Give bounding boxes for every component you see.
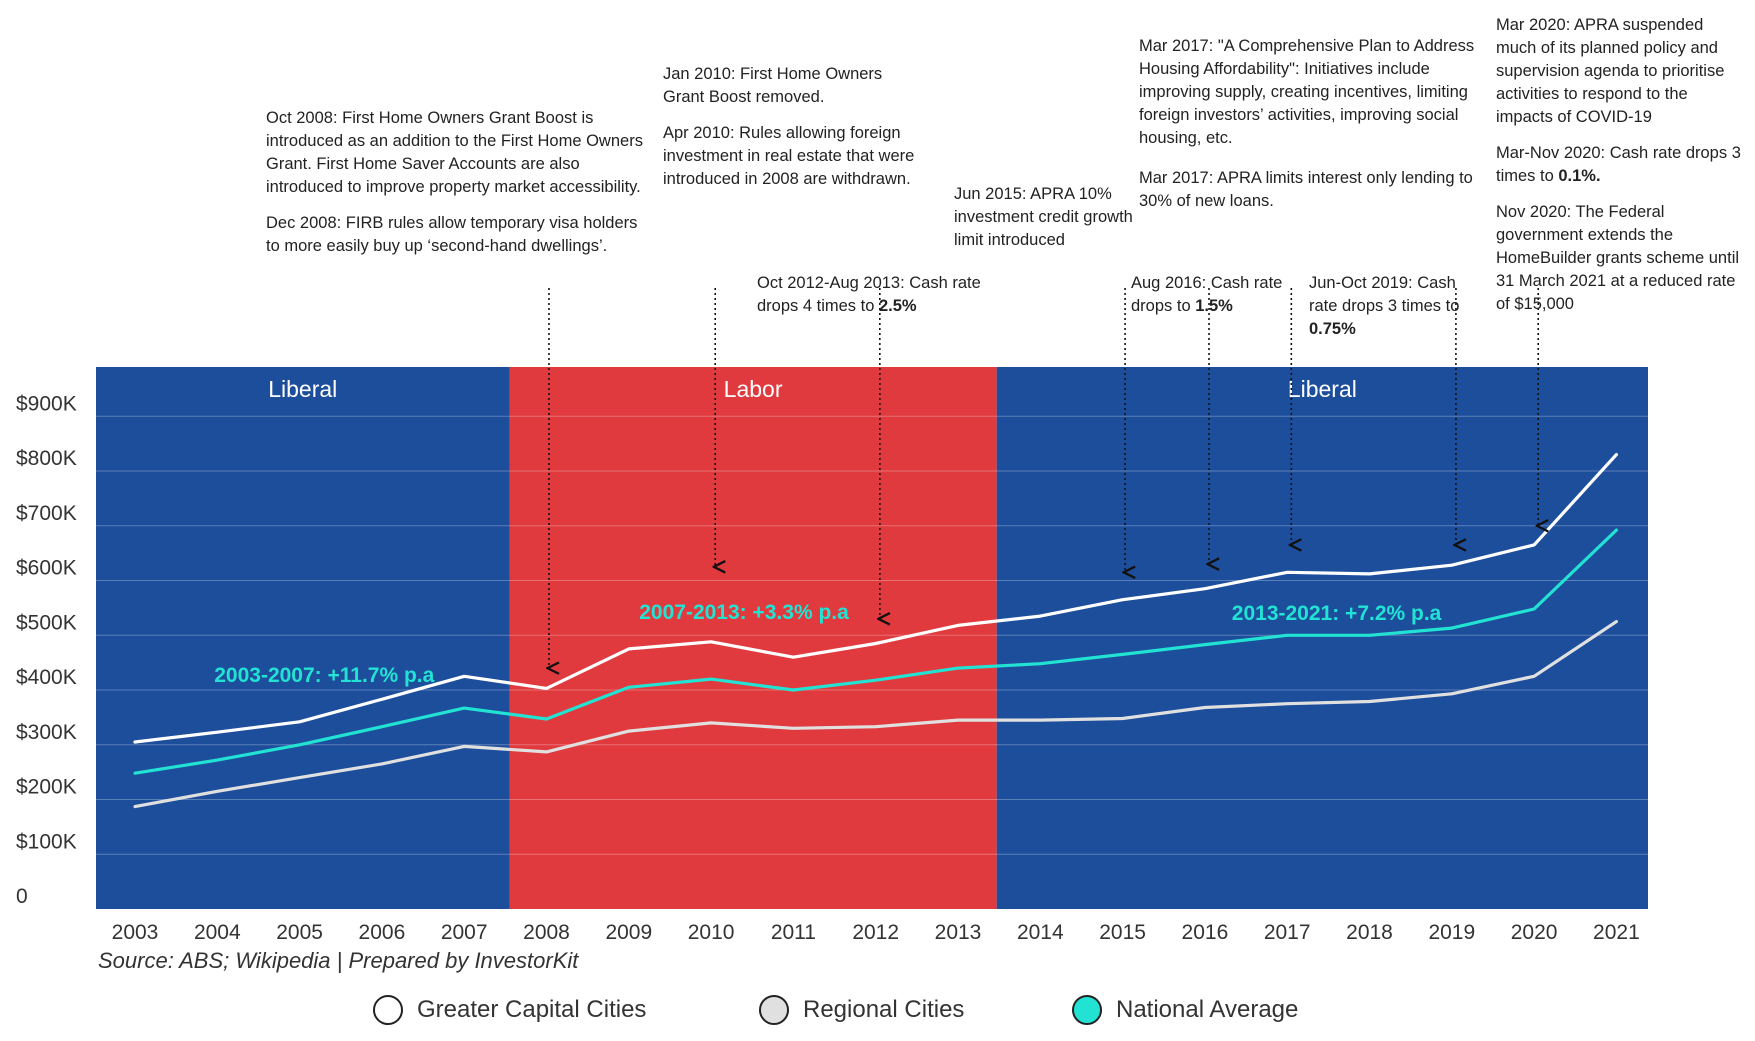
y-tick-label: $600K <box>16 557 77 580</box>
x-tick-label: 2020 <box>1511 921 1558 944</box>
y-tick-label: $100K <box>16 830 77 853</box>
annotation-oct-2012: Oct 2012-Aug 2013: Cash rate drops 4 tim… <box>757 274 981 315</box>
x-tick-label: 2009 <box>605 921 652 944</box>
x-tick-label: 2021 <box>1593 921 1640 944</box>
x-tick-label: 2016 <box>1182 921 1229 944</box>
legend-swatch <box>373 995 403 1025</box>
series-line <box>133 528 1619 775</box>
x-tick-label: 2015 <box>1099 921 1146 944</box>
x-tick-label: 2003 <box>112 921 159 944</box>
annotation-mar-2017: Mar 2017: "A Comprehensive Plan to Addre… <box>1139 37 1475 210</box>
x-tick-label: 2007 <box>441 921 488 944</box>
legend-regional-cities: Regional Cities <box>759 995 964 1025</box>
series-line <box>133 619 1619 809</box>
growth-label: 2013-2021: +7.2% p.a <box>1232 602 1442 625</box>
growth-label: 2003-2007: +11.7% p.a <box>214 664 434 687</box>
period-label: Liberal <box>1288 376 1357 402</box>
series-line <box>133 453 1619 744</box>
x-tick-label: 2014 <box>1017 921 1064 944</box>
y-tick-label: $300K <box>16 721 77 744</box>
x-tick-label: 2012 <box>852 921 899 944</box>
period-band <box>509 367 997 909</box>
x-tick-label: 2008 <box>523 921 570 944</box>
y-tick-label: $500K <box>16 611 77 634</box>
y-tick-label: $700K <box>16 502 77 525</box>
period-label: Liberal <box>268 376 337 402</box>
legend-label: Greater Capital Cities <box>417 996 647 1023</box>
period-label: Labor <box>724 376 783 402</box>
legend-greater-capital-cities: Greater Capital Cities <box>373 995 646 1025</box>
legend-label: Regional Cities <box>803 996 965 1023</box>
x-tick-label: 2017 <box>1264 921 1311 944</box>
y-tick-label: $400K <box>16 666 77 689</box>
y-tick-label: $900K <box>16 392 77 415</box>
y-tick-label: $200K <box>16 776 77 799</box>
y-tick-label: 0 <box>16 885 28 908</box>
period-band <box>996 367 1648 909</box>
legend-national-average: National Average <box>1072 995 1298 1025</box>
growth-label: 2007-2013: +3.3% p.a <box>639 601 849 624</box>
x-tick-label: 2005 <box>276 921 323 944</box>
annotation-jun-2015: Jun 2015: APRA 10% investment credit gro… <box>954 185 1133 249</box>
legend-swatch <box>1072 995 1102 1025</box>
x-tick-label: 2011 <box>771 921 816 944</box>
annotation-oct-2008: Oct 2008: First Home Owners Grant Boost … <box>266 109 643 255</box>
legend-label: National Average <box>1116 996 1299 1023</box>
x-tick-label: 2004 <box>194 921 241 944</box>
period-band <box>96 367 510 909</box>
x-tick-label: 2013 <box>935 921 982 944</box>
annotation-aug-2016: Aug 2016: Cash rate drops to 1.5% <box>1131 274 1283 315</box>
annotation-mar-2020: Mar 2020: APRA suspended much of its pla… <box>1496 16 1741 313</box>
legend-swatch <box>759 995 789 1025</box>
annotation-jun-2019: Jun-Oct 2019: Cash rate drops 3 times to… <box>1309 274 1460 338</box>
x-tick-label: 2019 <box>1428 921 1475 944</box>
x-tick-label: 2006 <box>359 921 406 944</box>
y-tick-label: $800K <box>16 447 77 470</box>
x-tick-label: 2010 <box>688 921 735 944</box>
x-tick-label: 2018 <box>1346 921 1393 944</box>
source-note: Source: ABS; Wikipedia | Prepared by Inv… <box>98 948 579 973</box>
annotation-jan-2010: Jan 2010: First Home Owners Grant Boost … <box>663 65 915 188</box>
